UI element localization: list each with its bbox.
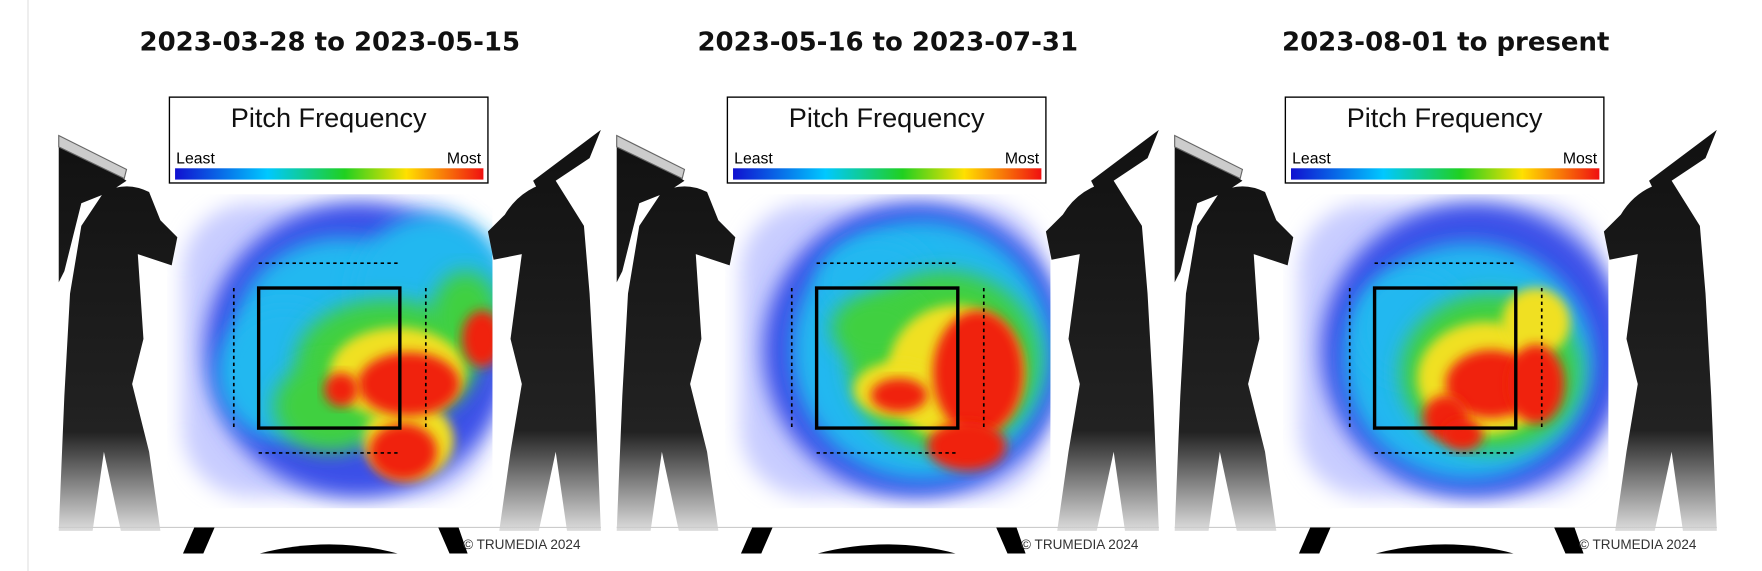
panel-title: 2023-08-01 to present <box>1282 27 1609 57</box>
credit: © TRUMEDIA 2024 <box>463 537 581 552</box>
panel: 2023-08-01 to present © TRUMEDIA 2024 Pitc… <box>1174 27 1717 554</box>
bat-left <box>616 134 686 180</box>
legend-scale <box>733 168 1042 180</box>
strike-zone <box>814 286 960 430</box>
legend-low: Least <box>734 150 773 167</box>
strike-zone <box>1372 286 1518 430</box>
batters-box-right <box>438 527 468 554</box>
heatmap-blob <box>932 310 1024 435</box>
heatmap-blob <box>1502 288 1570 356</box>
batters-box-left <box>740 527 773 554</box>
panel: 2023-03-28 to 2023-05-15 © TRUMEDIA 2024 P… <box>58 27 601 554</box>
legend-high: Most <box>1563 150 1598 167</box>
heatmap <box>740 203 1051 497</box>
heatmap-blob <box>369 423 438 481</box>
batters-box-right <box>1554 527 1584 554</box>
batter-right <box>1603 129 1717 531</box>
bat-left <box>1174 134 1244 180</box>
batter-left <box>616 135 736 531</box>
heatmap-blob <box>324 372 359 407</box>
legend-scale <box>175 168 484 180</box>
credit: © TRUMEDIA 2024 <box>1579 537 1697 552</box>
batter-right <box>487 129 601 531</box>
home-plate <box>1375 544 1514 554</box>
batters-box-left <box>182 527 215 554</box>
batters-box-left <box>1298 527 1331 554</box>
strike-zone <box>256 286 402 430</box>
batter-right <box>1045 129 1159 531</box>
home-plate <box>817 544 956 554</box>
legend-title: Pitch Frequency <box>231 102 427 133</box>
heatmap-blob <box>870 378 928 413</box>
legend-high: Most <box>447 150 482 167</box>
heatmap-blob <box>358 352 460 416</box>
home-plate <box>259 544 398 554</box>
heatmap <box>1298 203 1609 497</box>
batters-box-right <box>996 527 1026 554</box>
batter-left <box>58 135 178 531</box>
credit: © TRUMEDIA 2024 <box>1021 537 1139 552</box>
heatmap-blob <box>1442 419 1484 451</box>
legend-high: Most <box>1005 150 1040 167</box>
heatmap-blob <box>461 310 493 368</box>
legend-low: Least <box>176 150 215 167</box>
legend-scale <box>1291 168 1600 180</box>
heatmap-blob <box>927 421 1007 471</box>
bat-left <box>58 134 128 180</box>
batter-left <box>1174 135 1294 531</box>
panel-title: 2023-03-28 to 2023-05-15 <box>140 27 521 57</box>
heatmap-blob <box>1507 344 1565 424</box>
panel-title: 2023-05-16 to 2023-07-31 <box>697 27 1078 57</box>
legend-title: Pitch Frequency <box>789 102 985 133</box>
panel: 2023-05-16 to 2023-07-31 © TRUMEDIA 2024 P… <box>616 27 1159 554</box>
legend-low: Least <box>1292 150 1331 167</box>
legend-title: Pitch Frequency <box>1347 102 1543 133</box>
